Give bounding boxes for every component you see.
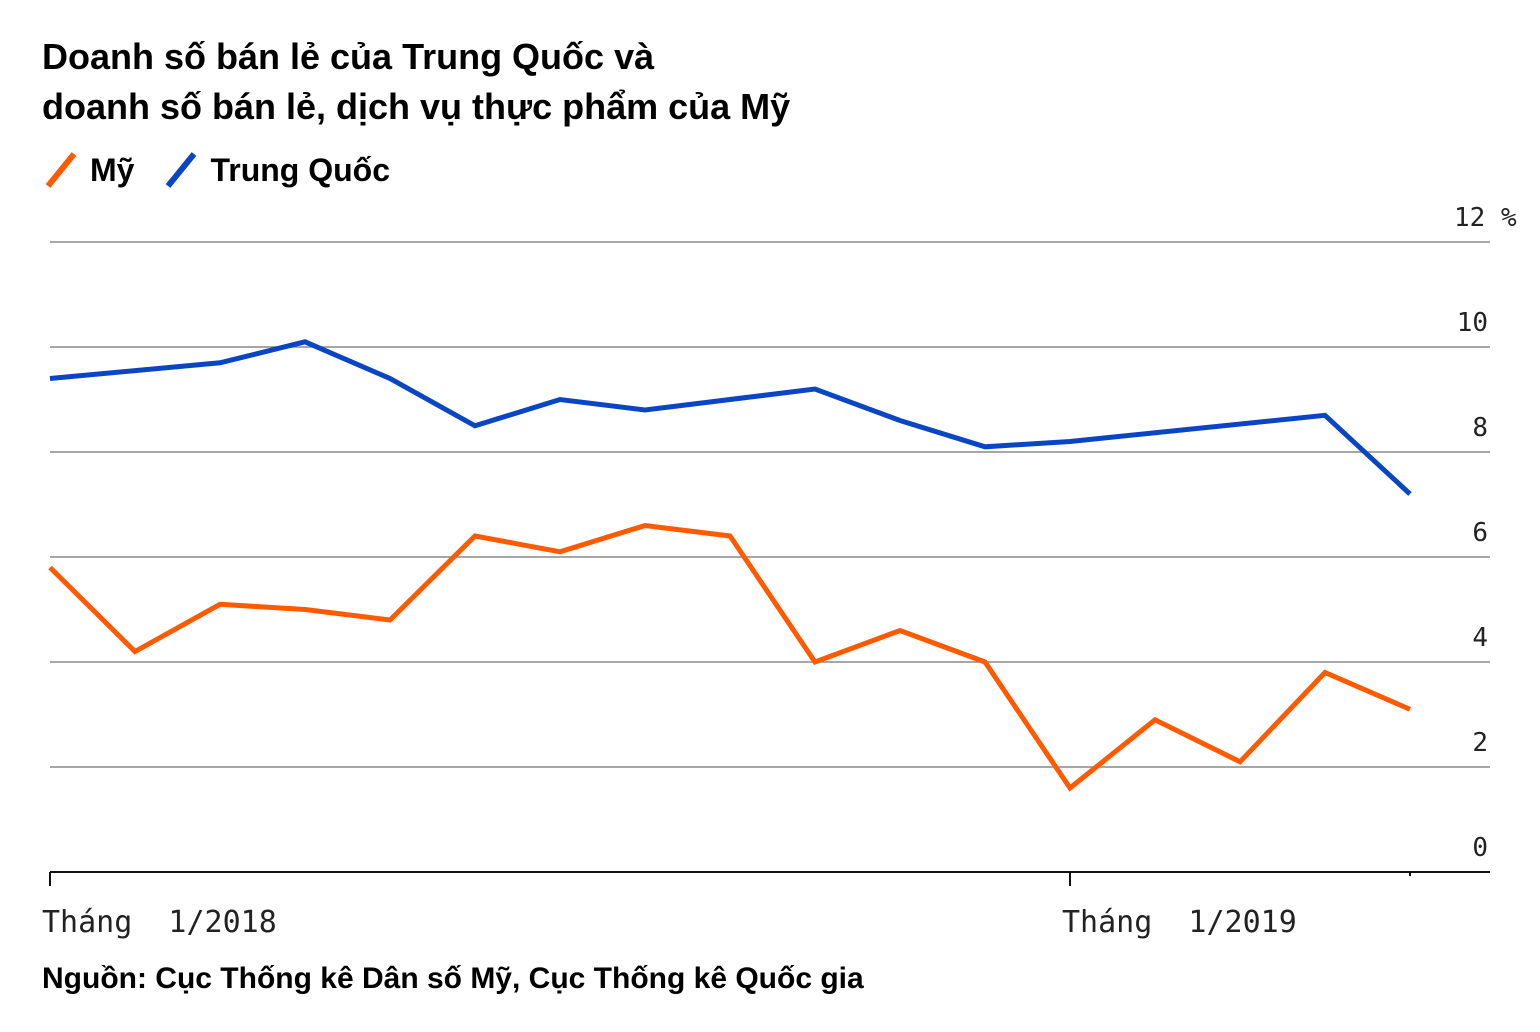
grid-lines (50, 241, 1490, 873)
x-tick-label-1: Tháng 1/2019 (1062, 905, 1297, 940)
series-lines (48, 339, 1412, 792)
y-axis-labels: 0 2 4 6 8 10 12 % (1454, 203, 1517, 863)
legend-label-my: Mỹ (90, 151, 135, 188)
chart-title-line-1: Doanh số bán lẻ của Trung Quốc và (42, 36, 655, 77)
y-tick-label-2: 2 (1472, 728, 1488, 758)
chart-title: Doanh số bán lẻ của Trung Quốc và doanh … (42, 32, 790, 132)
series-line-my (48, 522, 1411, 792)
y-tick-label-12: 12 % (1454, 203, 1517, 233)
chart-title-line-2: doanh số bán lẻ, dịch vụ thực phẩm của M… (42, 86, 791, 127)
x-axis: Tháng 1/2018 Tháng 1/2019 (42, 872, 1411, 940)
series-line-trung-quoc (49, 339, 1412, 496)
legend-swatch-my (45, 152, 77, 188)
y-tick-label-4: 4 (1472, 623, 1488, 653)
legend-item-my: Mỹ (44, 150, 134, 190)
legend-label-trung-quoc: Trung Quốc (210, 151, 390, 188)
legend: Mỹ Trung Quốc (44, 148, 420, 192)
source-note: Nguồn: Cục Thống kê Dân số Mỹ, Cục Thống… (42, 962, 864, 995)
y-tick-label-0: 0 (1472, 833, 1488, 863)
y-tick-label-8: 8 (1472, 413, 1488, 443)
x-tick-label-0: Tháng 1/2018 (42, 905, 277, 940)
legend-item-trung-quoc: Trung Quốc (164, 150, 390, 190)
y-tick-label-6: 6 (1472, 518, 1488, 548)
y-tick-label-10: 10 (1457, 308, 1488, 338)
legend-swatch-trung-quoc (166, 152, 197, 188)
